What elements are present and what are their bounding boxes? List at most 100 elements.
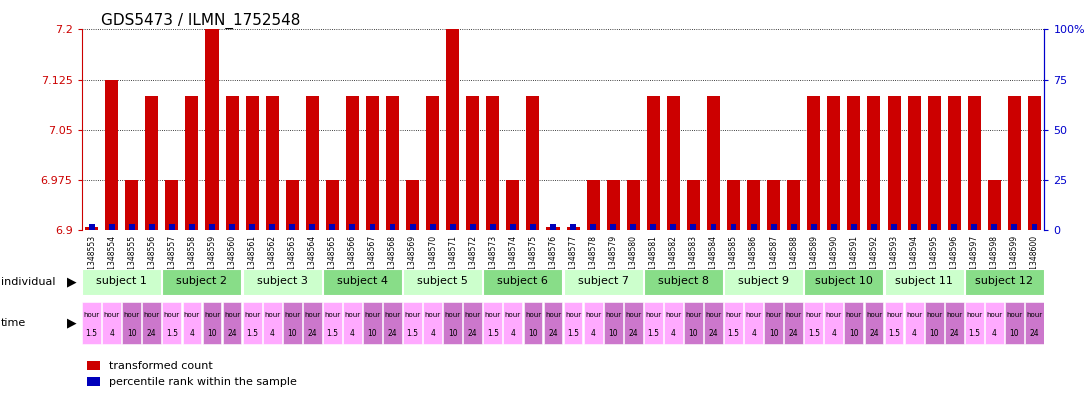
Text: 24: 24	[468, 329, 478, 338]
Bar	[891, 224, 897, 230]
Bar	[1005, 302, 1024, 345]
Text: 1.5: 1.5	[407, 329, 419, 338]
Text: hour: hour	[144, 312, 160, 318]
Bar	[727, 180, 740, 230]
Text: ▶: ▶	[67, 275, 77, 288]
Bar	[106, 79, 119, 230]
Bar	[243, 269, 322, 295]
Bar	[644, 302, 663, 345]
Text: 24: 24	[629, 329, 638, 338]
Bar	[725, 269, 803, 295]
Text: hour: hour	[866, 312, 882, 318]
Bar	[991, 224, 998, 230]
Text: 1.5: 1.5	[86, 329, 98, 338]
Bar	[189, 224, 195, 230]
Text: subject 10: subject 10	[815, 276, 873, 286]
Text: subject 12: subject 12	[975, 276, 1034, 286]
Bar	[230, 224, 235, 230]
Bar	[265, 96, 279, 230]
Text: hour: hour	[305, 312, 320, 318]
Text: 4: 4	[510, 329, 516, 338]
Text: 4: 4	[831, 329, 837, 338]
Bar	[667, 96, 680, 230]
Bar	[183, 302, 201, 345]
Bar	[644, 269, 722, 295]
Bar	[443, 302, 462, 345]
Bar	[406, 180, 419, 230]
Text: hour: hour	[103, 312, 120, 318]
Bar	[851, 224, 857, 230]
Bar	[586, 180, 599, 230]
Bar	[122, 302, 141, 345]
Bar	[162, 269, 242, 295]
Text: 10: 10	[448, 329, 458, 338]
Text: hour: hour	[124, 312, 140, 318]
Text: 24: 24	[387, 329, 397, 338]
Text: hour: hour	[585, 312, 602, 318]
Text: 1.5: 1.5	[567, 329, 579, 338]
Text: hour: hour	[906, 312, 923, 318]
Bar	[825, 302, 843, 345]
Bar	[325, 180, 338, 230]
Bar	[988, 180, 1001, 230]
Bar	[125, 180, 138, 230]
Text: 4: 4	[189, 329, 195, 338]
Bar	[687, 180, 700, 230]
Bar	[289, 224, 295, 230]
Bar	[1007, 96, 1021, 230]
Bar	[1012, 224, 1017, 230]
Bar	[811, 224, 817, 230]
Bar	[504, 302, 522, 345]
Bar	[286, 180, 299, 230]
Text: 10: 10	[769, 329, 779, 338]
Bar	[911, 224, 917, 230]
Bar	[885, 302, 903, 345]
Bar	[604, 302, 622, 345]
Bar	[410, 224, 416, 230]
Bar	[323, 302, 342, 345]
Bar	[510, 224, 516, 230]
Text: 4: 4	[430, 329, 435, 338]
Bar	[470, 224, 475, 230]
Text: hour: hour	[244, 312, 260, 318]
Bar	[309, 224, 316, 230]
Bar	[446, 29, 459, 230]
Text: subject 4: subject 4	[337, 276, 388, 286]
Bar	[363, 302, 382, 345]
Text: 4: 4	[751, 329, 756, 338]
Bar	[225, 96, 238, 230]
Bar	[386, 96, 399, 230]
Bar	[967, 96, 980, 230]
Bar	[985, 302, 1004, 345]
Text: subject 8: subject 8	[658, 276, 709, 286]
Bar	[89, 224, 95, 230]
Bar	[486, 96, 499, 230]
Text: hour: hour	[685, 312, 702, 318]
Bar	[404, 269, 482, 295]
Text: hour: hour	[966, 312, 982, 318]
Text: hour: hour	[505, 312, 521, 318]
Text: 10: 10	[608, 329, 618, 338]
Text: subject 7: subject 7	[578, 276, 629, 286]
Bar	[965, 269, 1043, 295]
Text: hour: hour	[665, 312, 681, 318]
Bar	[85, 226, 98, 230]
Text: subject 3: subject 3	[257, 276, 308, 286]
Bar	[202, 302, 222, 345]
Text: 1.5: 1.5	[246, 329, 258, 338]
Bar	[646, 96, 659, 230]
Text: hour: hour	[645, 312, 662, 318]
Text: hour: hour	[986, 312, 1002, 318]
Bar	[1028, 96, 1041, 230]
Text: hour: hour	[605, 312, 621, 318]
Bar	[383, 302, 401, 345]
Bar	[567, 226, 580, 230]
Text: 24: 24	[308, 329, 317, 338]
Text: 10: 10	[127, 329, 137, 338]
Bar	[323, 269, 401, 295]
Bar	[867, 96, 880, 230]
Bar	[885, 269, 964, 295]
Text: ▶: ▶	[67, 317, 77, 330]
Text: hour: hour	[465, 312, 481, 318]
Text: hour: hour	[1006, 312, 1023, 318]
